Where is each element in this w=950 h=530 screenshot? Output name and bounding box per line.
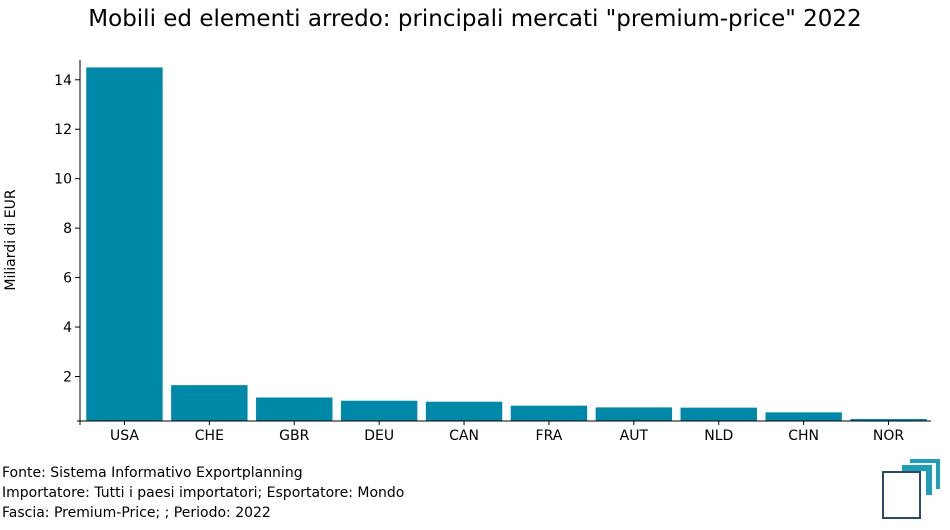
y-tick-label-14: 14: [54, 73, 72, 89]
bars-group: [86, 67, 927, 421]
y-tick-label-8: 8: [63, 221, 72, 237]
x-tick-label-che: CHE: [195, 428, 224, 444]
chart-title: Mobili ed elementi arredo: principali me…: [88, 6, 862, 32]
bar-chn: [765, 412, 842, 421]
source-note: Fonte: Sistema Informativo Exportplannin…: [2, 465, 303, 481]
y-tick-label-4: 4: [63, 320, 72, 336]
bar-nld: [680, 407, 757, 421]
y-axis: 2 4 6 8 10 12 14: [54, 60, 81, 425]
exportplanning-logo-icon: [882, 459, 940, 519]
bar-usa: [86, 67, 163, 421]
bar-fra: [510, 405, 588, 421]
band-note: Fascia: Premium-Price; ; Periodo: 2022: [2, 505, 271, 521]
bar-aut: [595, 407, 673, 421]
bar-chart: 2 4 6 8 10 12 14 USA CHE GBR DEU CAN FRA AUT NLD CHN NO…: [3, 60, 931, 444]
bar-can: [425, 401, 503, 421]
bar-nor: [850, 419, 927, 421]
y-tick-label-10: 10: [54, 172, 72, 188]
x-tick-label-nor: NOR: [873, 428, 904, 444]
x-tick-label-usa: USA: [110, 428, 139, 444]
x-tick-label-nld: NLD: [704, 428, 733, 444]
x-tick-label-aut: AUT: [620, 428, 649, 444]
x-tick-label-chn: CHN: [788, 428, 819, 444]
y-tick-label-2: 2: [63, 369, 72, 385]
x-tick-label-deu: DEU: [364, 428, 394, 444]
y-tick-label-6: 6: [63, 271, 72, 287]
x-axis: USA CHE GBR DEU CAN FRA AUT NLD CHN NOR: [77, 420, 931, 444]
y-axis-label: Miliardi di EUR: [3, 189, 19, 290]
y-tick-label-12: 12: [54, 122, 72, 138]
x-tick-label-fra: FRA: [536, 428, 563, 444]
chart-notes: Fonte: Sistema Informativo Exportplannin…: [2, 463, 404, 523]
x-tick-label-can: CAN: [449, 428, 479, 444]
bar-che: [171, 385, 248, 421]
importer-note: Importatore: Tutti i paesi importatori; …: [2, 485, 405, 501]
bar-gbr: [256, 397, 333, 421]
bar-deu: [340, 400, 418, 421]
x-tick-label-gbr: GBR: [279, 428, 309, 444]
